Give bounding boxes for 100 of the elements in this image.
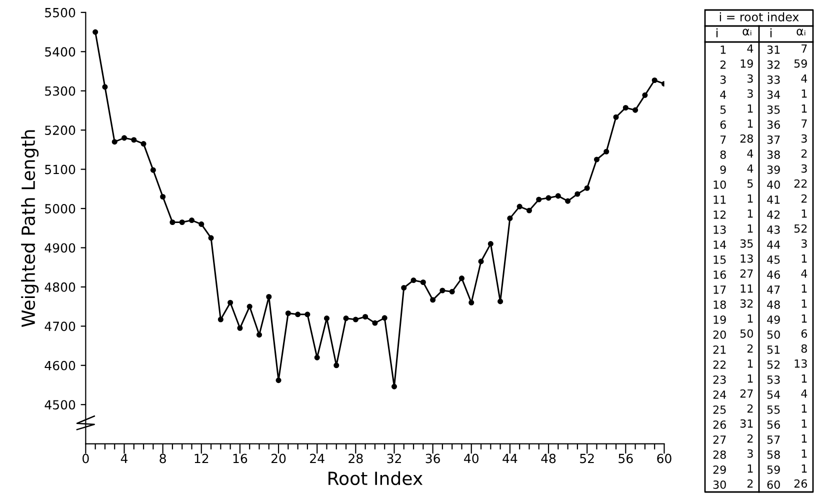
x-tick-label: 52	[580, 454, 594, 464]
data-label: 4	[747, 164, 754, 173]
point	[536, 196, 542, 202]
y-tick-label: 31	[767, 45, 780, 54]
point	[121, 135, 128, 141]
y-tick-label: 32	[767, 60, 780, 69]
y-tick-label: 47	[767, 286, 780, 294]
y-tick-label: 5500	[45, 8, 76, 18]
point	[256, 332, 262, 338]
y-tick-label: 59	[767, 465, 780, 474]
data-label: 1	[802, 374, 807, 383]
y-tick-label: 12	[714, 210, 726, 219]
point	[295, 312, 301, 318]
point	[285, 310, 291, 316]
point	[304, 312, 310, 318]
data-label: 2	[801, 194, 807, 203]
x-tick-label: 28	[348, 454, 363, 464]
x-tick-label: 0	[82, 454, 89, 464]
y-tick-label: 17	[714, 286, 726, 294]
x-tick-label: αᵢ	[742, 28, 752, 36]
point	[430, 297, 436, 303]
data-label: 1	[748, 194, 753, 203]
data-label: 4	[801, 74, 808, 83]
y-tick-label: 42	[767, 210, 780, 219]
y-tick-label: 56	[767, 420, 780, 429]
data-label: 1	[802, 299, 807, 308]
y-tick-label: 30	[713, 480, 726, 489]
y-tick-label: 4	[720, 90, 726, 99]
data-label: 4	[801, 269, 808, 278]
point	[208, 235, 214, 241]
y-tick-label: 34	[767, 90, 780, 99]
y-axis-title: Weighted Path Length	[21, 130, 39, 327]
data-label: 1	[802, 284, 807, 293]
x-tick-label: 8	[160, 454, 166, 464]
data-label: 4	[747, 149, 754, 158]
data-label: 2	[747, 479, 753, 488]
data-label: 35	[740, 239, 753, 248]
x-axis-title: Root Index	[328, 471, 423, 486]
data-label: 8	[801, 344, 807, 353]
data-label: 6	[801, 329, 808, 338]
point	[314, 354, 320, 360]
point	[410, 278, 416, 284]
y-tick-label: 36	[767, 120, 780, 129]
data-label: 19	[740, 59, 753, 68]
point	[112, 139, 118, 145]
data-label: 1	[802, 434, 807, 443]
data-label: 1	[748, 374, 753, 383]
y-tick-label: 21	[713, 345, 726, 354]
y-tick-label: 5200	[45, 126, 76, 136]
y-tick-label: 24	[713, 390, 726, 399]
y-tick-label: 26	[713, 420, 726, 429]
data-label: 3	[748, 74, 753, 83]
data-label: 1	[802, 104, 807, 113]
y-tick-label: 4900	[44, 243, 76, 253]
point	[574, 191, 580, 197]
point	[584, 185, 590, 191]
point	[150, 167, 156, 173]
y-tick-label: 33	[767, 75, 780, 84]
point	[131, 137, 137, 143]
data-label: 7	[802, 44, 807, 53]
y-tick-label: 4700	[44, 322, 76, 332]
point	[507, 216, 513, 222]
x-tick-label: 24	[310, 454, 324, 464]
data-label: 31	[740, 419, 753, 428]
y-tick-label: 5	[720, 106, 726, 114]
data-label: 26	[794, 479, 808, 488]
y-tick-label: 48	[767, 300, 780, 309]
y-tick-label: 5300	[45, 86, 76, 96]
point	[613, 114, 619, 120]
point	[622, 104, 628, 111]
y-tick-label: 4800	[44, 282, 76, 292]
point	[401, 284, 407, 291]
data-label: 1	[748, 224, 753, 233]
data-label: 27	[740, 269, 753, 278]
x-tick-label: 4	[120, 454, 128, 464]
data-label: 1	[748, 464, 753, 473]
y-tick-label: 44	[767, 240, 780, 249]
y-tick-label: 50	[767, 330, 780, 339]
y-tick-label: 55	[767, 406, 780, 414]
point	[246, 304, 252, 310]
data-label: 11	[740, 284, 753, 293]
data-label: 2	[747, 404, 753, 413]
y-tick-label: 15	[714, 256, 726, 264]
data-label: 4	[801, 389, 808, 398]
y-tick-label: 46	[767, 270, 780, 279]
y-axis-title: i	[770, 28, 772, 38]
data-label: 13	[794, 359, 807, 368]
y-tick-label: 1	[720, 46, 726, 54]
data-label: 7	[802, 119, 807, 128]
y-tick-label: 23	[713, 375, 726, 384]
data-label: 1	[748, 209, 753, 218]
x-tick-label: 36	[426, 454, 440, 464]
point	[488, 241, 494, 247]
y-tick-label: 29	[713, 465, 726, 474]
y-tick-label: 6	[720, 120, 726, 129]
point	[140, 141, 146, 147]
y-tick-label: 18	[714, 300, 726, 309]
point	[170, 219, 176, 226]
y-tick-label: 4500	[44, 400, 76, 410]
y-tick-label: 13	[714, 225, 726, 234]
